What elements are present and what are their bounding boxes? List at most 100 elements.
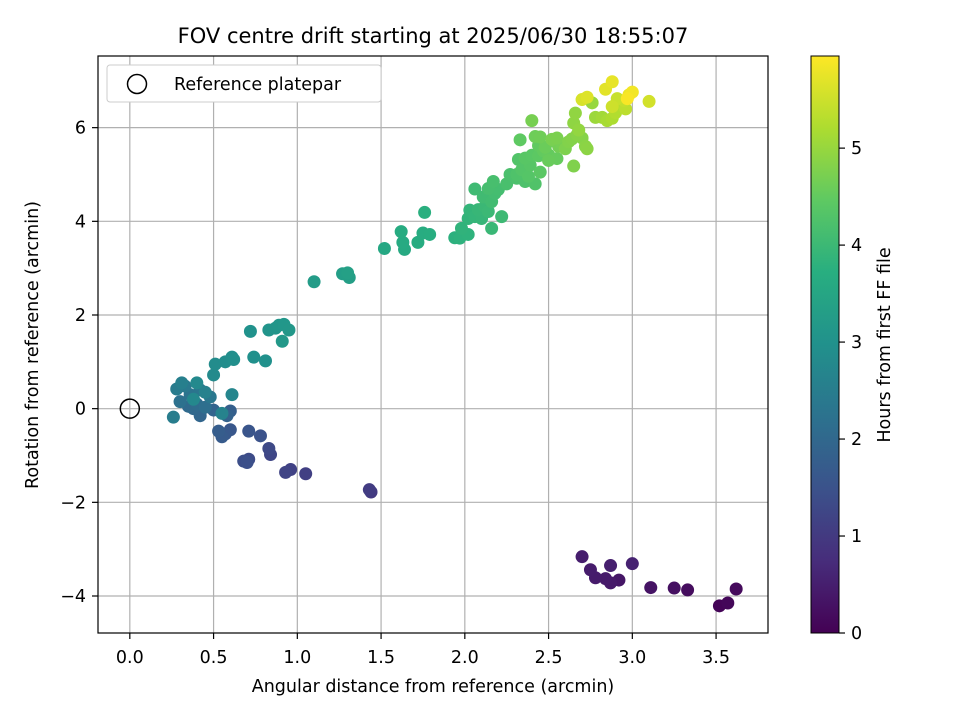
data-point-48 [225, 388, 239, 402]
colorbar: 0 1 2 3 4 5 Hours from first FF file [810, 55, 895, 644]
data-point-119 [533, 130, 547, 144]
colorbar-tick-label-4: 4 [851, 236, 862, 256]
data-point-2 [729, 582, 743, 596]
data-point-125 [550, 131, 564, 145]
data-point-90 [468, 182, 482, 196]
data-point-5 [644, 581, 658, 595]
x-tick-label-4: 2.0 [451, 648, 479, 668]
data-point-147 [605, 100, 619, 114]
x-axis-label: Angular distance from reference (arcmin) [252, 677, 615, 697]
data-point-12 [604, 559, 618, 573]
data-point-109 [533, 165, 547, 179]
data-point-71 [396, 235, 410, 249]
x-tick-label-3: 1.5 [367, 648, 395, 668]
chart-title: FOV centre drift starting at 2025/06/30 … [178, 24, 689, 48]
data-point-105 [521, 169, 535, 183]
x-tick-label-5: 2.5 [535, 648, 563, 668]
data-point-150 [580, 90, 594, 104]
data-point-116 [542, 153, 556, 167]
legend-marker-icon [126, 73, 148, 95]
data-point-72 [394, 225, 408, 239]
data-point-25 [242, 424, 256, 438]
x-tick-label-2: 1.0 [283, 648, 311, 668]
legend-box [106, 64, 382, 103]
colorbar-label: Hours from first FF file [875, 247, 895, 442]
y-tick-label-1: −2 [60, 493, 86, 513]
data-point-10 [583, 563, 597, 577]
data-point-55 [227, 352, 241, 366]
data-point-88 [481, 204, 495, 218]
data-point-57 [259, 354, 272, 368]
colorbar-tick-label-2: 2 [851, 430, 862, 450]
data-point-3 [681, 583, 695, 597]
y-axis-label: Rotation from reference (arcmin) [23, 201, 43, 489]
data-point-46 [198, 385, 212, 399]
data-point-52 [208, 357, 222, 371]
data-point-123 [525, 114, 539, 128]
colorbar-tick-label-0: 0 [851, 624, 862, 644]
data-point-15 [362, 483, 376, 497]
data-point-16 [299, 467, 313, 481]
data-point-89 [495, 210, 509, 224]
grid [98, 56, 768, 633]
data-point-68 [341, 266, 355, 280]
data-point-58 [243, 324, 257, 338]
y-axis-ticks: −4 −2 0 2 4 6 [60, 119, 98, 607]
data-point-8 [599, 572, 613, 586]
data-point-80 [454, 221, 468, 235]
y-tick-label-4: 4 [75, 212, 86, 232]
plot-frame [97, 55, 769, 634]
data-point-13 [625, 557, 639, 571]
data-point-50 [190, 376, 204, 390]
data-point-65 [307, 275, 321, 289]
data-point-56 [247, 350, 261, 364]
y-tick-label-3: 2 [75, 306, 86, 326]
colorbar-tick-label-5: 5 [851, 139, 862, 159]
data-point-20 [262, 441, 276, 455]
legend: Reference platepar [106, 64, 382, 103]
x-axis-ticks: 0.0 0.5 1.0 1.5 2.0 2.5 3.0 3.5 [116, 633, 730, 668]
x-tick-label-7: 3.5 [702, 648, 730, 668]
data-point-63 [282, 323, 296, 337]
colorbar-gradient [810, 55, 840, 634]
reference-point [119, 398, 141, 419]
colorbar-ticks: 0 1 2 3 4 5 [839, 139, 862, 644]
colorbar-tick-label-1: 1 [851, 527, 862, 547]
data-point-49 [186, 392, 200, 406]
data-point-76 [418, 205, 432, 219]
data-point-127 [567, 159, 581, 173]
data-point-64 [275, 334, 289, 348]
x-tick-label-1: 0.5 [200, 648, 228, 668]
data-points [166, 75, 743, 613]
data-point-11 [575, 550, 589, 564]
x-tick-label-6: 3.0 [618, 648, 646, 668]
data-point-38 [173, 395, 187, 409]
data-point-75 [423, 227, 437, 241]
data-point-1 [721, 596, 735, 610]
data-point-152 [605, 75, 619, 89]
data-point-24 [253, 429, 267, 443]
data-point-23 [240, 456, 254, 470]
data-point-44 [166, 410, 180, 424]
data-point-4 [667, 581, 681, 595]
legend-entry-reference: Reference platepar [174, 75, 342, 95]
data-point-47 [215, 406, 229, 420]
data-point-45 [175, 376, 189, 390]
data-point-29 [212, 424, 226, 438]
x-tick-label-0: 0.0 [116, 648, 144, 668]
data-point-69 [377, 241, 391, 255]
data-point-155 [620, 92, 634, 106]
data-point-111 [513, 133, 527, 147]
data-point-37 [198, 400, 212, 414]
colorbar-tick-label-3: 3 [851, 333, 862, 353]
data-point-148 [642, 94, 656, 108]
data-point-133 [580, 142, 594, 156]
data-point-86 [485, 221, 499, 235]
data-point-136 [572, 123, 586, 137]
y-tick-label-5: 6 [75, 119, 86, 139]
data-point-18 [279, 465, 293, 479]
y-tick-label-0: −4 [60, 587, 86, 607]
data-point-135 [568, 106, 582, 120]
y-tick-label-2: 0 [75, 400, 86, 420]
